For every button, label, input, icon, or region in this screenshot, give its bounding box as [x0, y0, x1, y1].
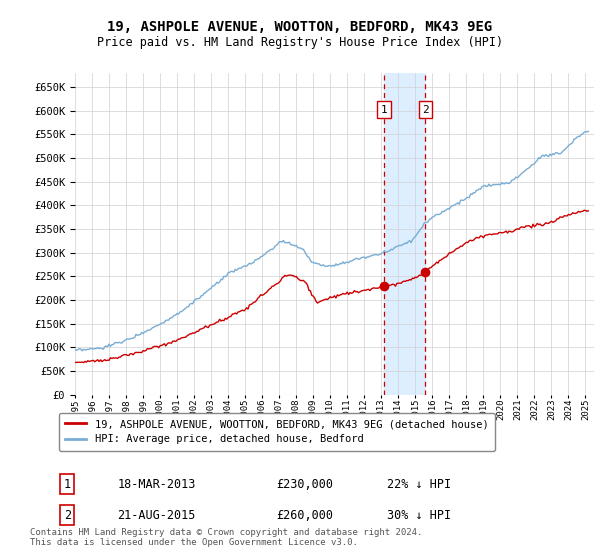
Text: Price paid vs. HM Land Registry's House Price Index (HPI): Price paid vs. HM Land Registry's House … — [97, 36, 503, 49]
Text: 2: 2 — [64, 508, 71, 522]
Text: 2: 2 — [422, 105, 428, 115]
Text: 1: 1 — [381, 105, 388, 115]
Text: £260,000: £260,000 — [276, 508, 333, 522]
Legend: 19, ASHPOLE AVENUE, WOOTTON, BEDFORD, MK43 9EG (detached house), HPI: Average pr: 19, ASHPOLE AVENUE, WOOTTON, BEDFORD, MK… — [59, 413, 494, 451]
Text: Contains HM Land Registry data © Crown copyright and database right 2024.
This d: Contains HM Land Registry data © Crown c… — [30, 528, 422, 548]
Text: 22% ↓ HPI: 22% ↓ HPI — [386, 478, 451, 491]
Text: 21-AUG-2015: 21-AUG-2015 — [118, 508, 196, 522]
Bar — [384, 73, 425, 395]
Text: 1: 1 — [64, 478, 71, 491]
Text: 30% ↓ HPI: 30% ↓ HPI — [386, 508, 451, 522]
Text: 18-MAR-2013: 18-MAR-2013 — [118, 478, 196, 491]
Text: 19, ASHPOLE AVENUE, WOOTTON, BEDFORD, MK43 9EG: 19, ASHPOLE AVENUE, WOOTTON, BEDFORD, MK… — [107, 20, 493, 34]
Text: £230,000: £230,000 — [276, 478, 333, 491]
